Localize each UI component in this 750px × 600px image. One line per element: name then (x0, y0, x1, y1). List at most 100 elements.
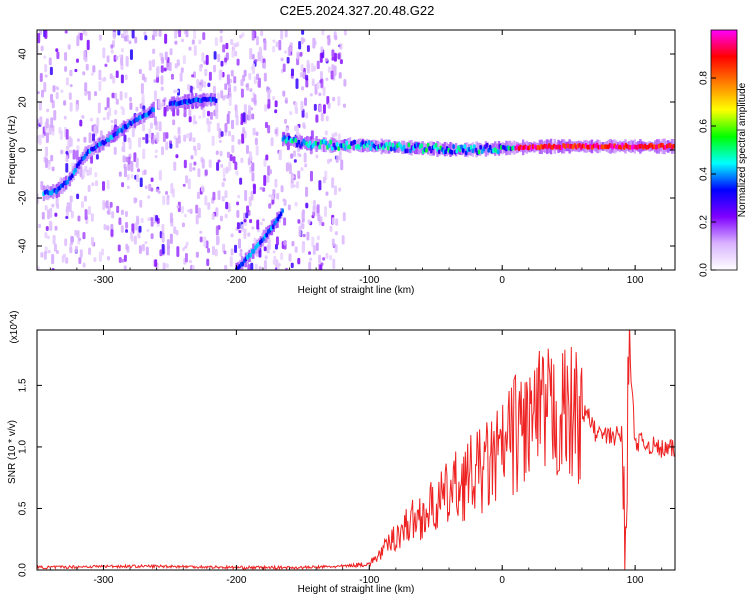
noise-speckle (327, 102, 331, 109)
noise-speckle (249, 47, 253, 59)
noise-speckle (289, 42, 293, 52)
track-point (455, 148, 459, 154)
noise-speckle (239, 177, 243, 185)
noise-speckle (155, 214, 159, 222)
noise-speckle (55, 91, 59, 100)
noise-speckle (325, 77, 329, 81)
noise-speckle (83, 136, 87, 143)
noise-speckle (127, 163, 131, 171)
noise-speckle (175, 137, 179, 148)
noise-speckle (331, 177, 335, 189)
noise-speckle (219, 215, 223, 222)
noise-speckle (247, 104, 251, 116)
noise-speckle (44, 64, 48, 73)
noise-speckle (263, 40, 267, 51)
noise-speckle (154, 154, 158, 159)
noise-speckle (306, 45, 310, 53)
noise-speckle (151, 34, 155, 41)
noise-speckle (191, 265, 195, 270)
track-point (74, 167, 77, 173)
noise-speckle (218, 140, 222, 144)
noise-speckle (154, 149, 158, 154)
track-halo (406, 142, 409, 153)
noise-speckle (316, 60, 320, 70)
noise-speckle (234, 50, 238, 57)
noise-speckle (219, 150, 223, 157)
noise-speckle (165, 141, 169, 151)
noise-speckle (308, 251, 312, 255)
track-point (425, 147, 428, 153)
noise-speckle (175, 229, 179, 236)
noise-speckle (89, 117, 93, 122)
noise-speckle (115, 70, 119, 78)
noise-speckle (161, 101, 165, 108)
y-tick-label: 1.0 (18, 440, 29, 454)
track-point (294, 137, 297, 143)
noise-speckle (84, 31, 88, 37)
noise-speckle (178, 30, 182, 38)
noise-speckle (294, 107, 298, 114)
noise-speckle (110, 120, 114, 124)
x-tick-label: 0 (499, 575, 505, 586)
noise-speckle (39, 73, 43, 83)
noise-speckle (307, 219, 311, 225)
noise-speckle (105, 200, 109, 209)
noise-speckle (185, 30, 189, 38)
noise-speckle (182, 183, 186, 187)
track-point (385, 142, 388, 147)
noise-speckle (326, 96, 330, 105)
y-tick-label: 20 (18, 96, 29, 108)
noise-speckle (230, 248, 234, 256)
noise-speckle (202, 108, 206, 119)
noise-speckle (75, 58, 79, 63)
noise-speckle (53, 243, 57, 252)
noise-speckle (335, 155, 339, 163)
track-point (407, 142, 411, 148)
noise-speckle (61, 255, 65, 263)
track-halo (322, 137, 326, 153)
noise-speckle (252, 127, 256, 136)
x-tick-label: 0 (499, 275, 505, 286)
noise-speckle (172, 119, 176, 126)
noise-speckle (68, 92, 72, 101)
noise-speckle (311, 81, 315, 86)
noise-speckle (47, 163, 51, 170)
noise-speckle (234, 104, 238, 111)
noise-speckle (180, 67, 184, 74)
noise-speckle (111, 92, 115, 99)
noise-speckle (234, 161, 238, 170)
noise-speckle (69, 102, 73, 112)
noise-speckle (226, 113, 230, 125)
noise-speckle (138, 137, 142, 148)
noise-speckle (133, 235, 137, 245)
noise-speckle (199, 64, 203, 72)
noise-speckle (46, 235, 50, 240)
noise-speckle (120, 64, 124, 70)
noise-speckle (98, 34, 102, 41)
noise-speckle (110, 49, 114, 54)
snr-multiplier: (x10^4) (9, 310, 20, 343)
noise-speckle (193, 145, 197, 151)
noise-speckle (225, 42, 229, 50)
noise-speckle (332, 97, 336, 102)
noise-speckle (253, 94, 257, 104)
y-tick-label: 0.5 (18, 501, 29, 515)
noise-speckle (82, 262, 86, 268)
noise-speckle (65, 216, 69, 220)
noise-speckle (309, 170, 313, 182)
noise-speckle (44, 30, 48, 39)
noise-speckle (271, 194, 275, 200)
x-tick-label: -100 (359, 275, 379, 286)
noise-speckle (121, 107, 125, 116)
noise-speckle (169, 143, 173, 149)
noise-speckle (146, 228, 150, 233)
noise-speckle (145, 246, 149, 256)
noise-speckle (243, 228, 247, 239)
noise-speckle (55, 48, 59, 53)
noise-speckle (275, 236, 279, 246)
noise-speckle (320, 112, 324, 122)
noise-speckle (300, 64, 304, 72)
noise-speckle (286, 56, 290, 64)
noise-speckle (136, 174, 140, 183)
noise-speckle (224, 264, 228, 270)
